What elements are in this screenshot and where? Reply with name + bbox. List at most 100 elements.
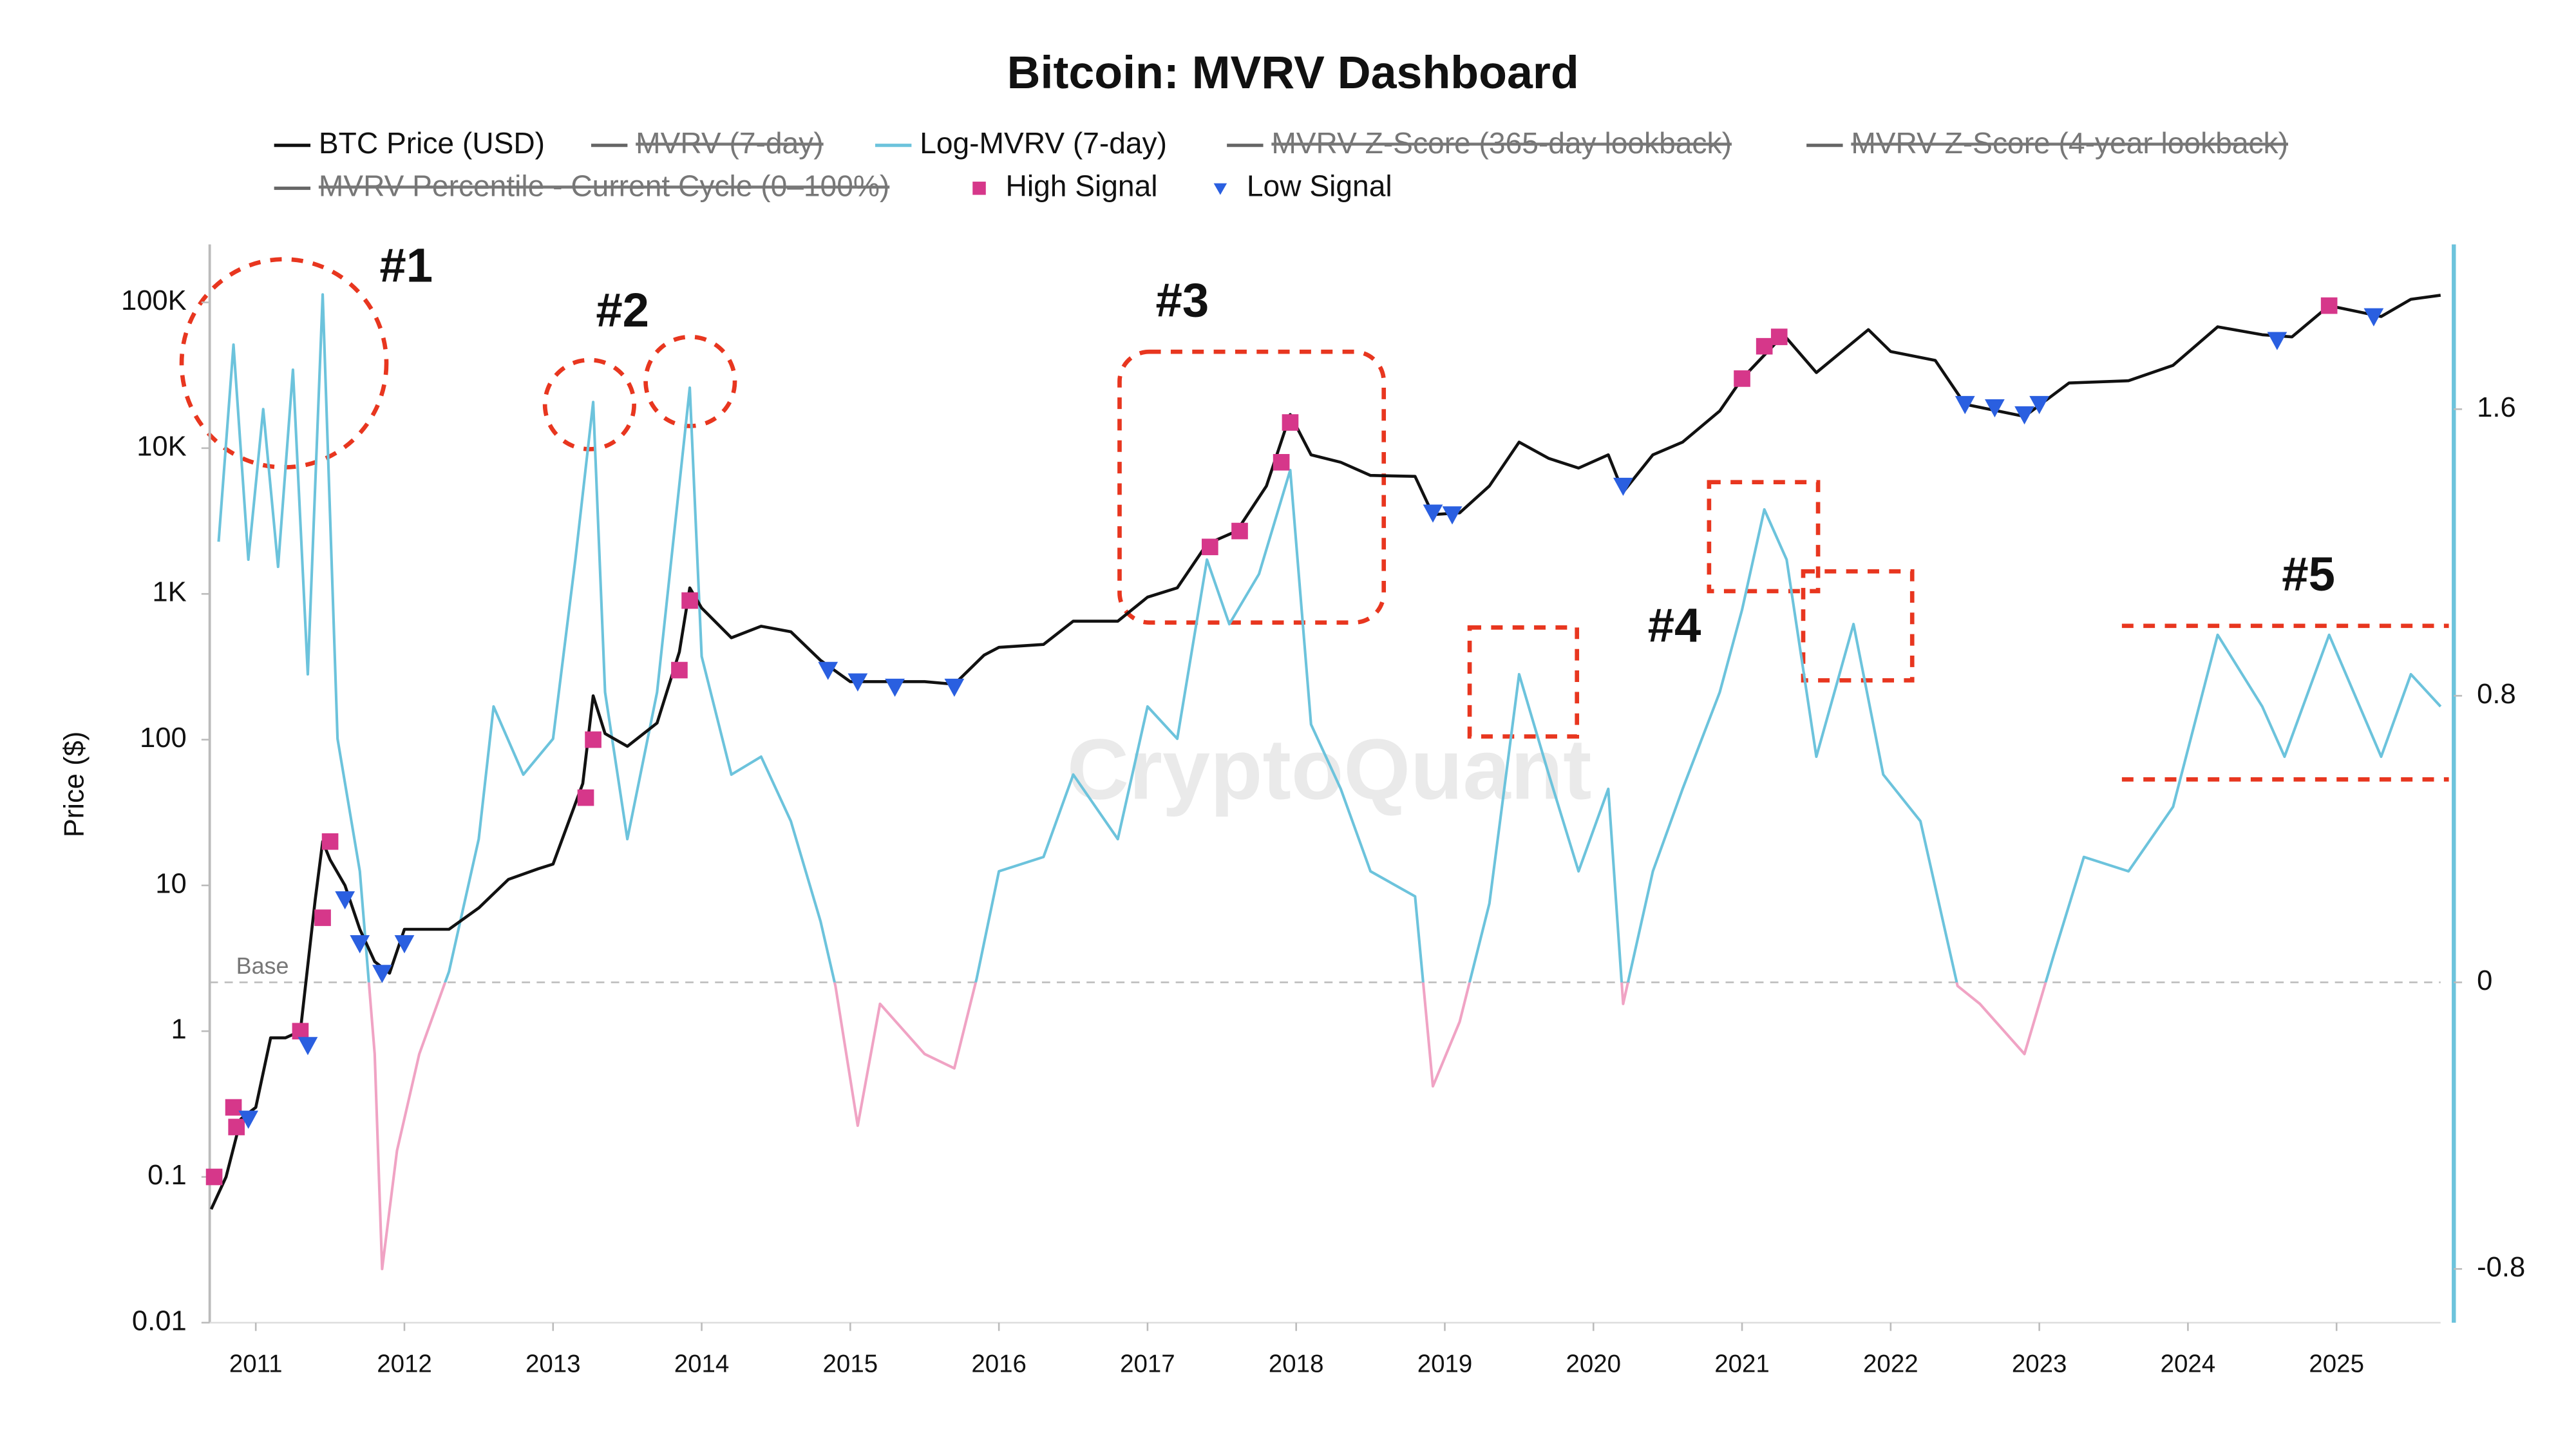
high-signal bbox=[585, 731, 601, 748]
high-signal bbox=[228, 1119, 245, 1135]
chart-title: Bitcoin: MVRV Dashboard bbox=[1007, 47, 1579, 99]
x-tick-label: 2023 bbox=[2012, 1350, 2067, 1378]
high-signal bbox=[205, 1168, 223, 1186]
legend-item: Low Signal bbox=[1213, 169, 1392, 202]
x-tick-label: 2019 bbox=[1417, 1350, 1473, 1378]
x-tick-label: 2015 bbox=[823, 1350, 878, 1378]
legend-swatch bbox=[1213, 183, 1227, 195]
low-signal bbox=[885, 678, 905, 697]
base-label: Base bbox=[236, 953, 289, 979]
high-signal bbox=[671, 661, 688, 679]
low-signal bbox=[298, 1037, 318, 1056]
x-tick-label: 2022 bbox=[1863, 1350, 1918, 1378]
x-tick-label: 2013 bbox=[526, 1350, 581, 1378]
legend-label: MVRV Z-Score (4-year lookback) bbox=[1851, 126, 2288, 160]
x-tick-label: 2025 bbox=[2309, 1350, 2364, 1378]
low-signal bbox=[335, 891, 355, 910]
low-signal bbox=[238, 1110, 259, 1129]
annotation: #5 bbox=[2282, 547, 2335, 601]
y2-tick-label: 0 bbox=[2477, 965, 2492, 996]
low-signal bbox=[394, 935, 415, 954]
legend-item: MVRV (7-day) bbox=[591, 126, 824, 160]
high-signal bbox=[577, 789, 594, 806]
legend-item: MVRV Z-Score (4-year lookback) bbox=[1806, 126, 2288, 160]
low-signal bbox=[848, 673, 868, 692]
x-tick-label: 2016 bbox=[971, 1350, 1027, 1378]
high-signal bbox=[1202, 538, 1218, 556]
annotation-shapes bbox=[179, 257, 2449, 782]
y-tick-label: 0.1 bbox=[147, 1160, 187, 1191]
y-axis-label: Price ($) bbox=[59, 732, 90, 838]
high-signal bbox=[1282, 414, 1299, 431]
x-tick-label: 2014 bbox=[674, 1350, 730, 1378]
low-signal bbox=[1442, 506, 1463, 525]
y-tick-label: 1 bbox=[171, 1014, 186, 1045]
high-signal bbox=[314, 909, 331, 926]
low-signal bbox=[2363, 308, 2384, 327]
highlight-ellipse bbox=[179, 257, 389, 469]
price-line bbox=[209, 294, 2441, 1210]
y2-tick-label: -0.8 bbox=[2477, 1252, 2525, 1283]
y-tick-label: 10K bbox=[137, 431, 187, 462]
low-signal bbox=[2029, 395, 2050, 415]
low-signal bbox=[350, 935, 370, 954]
annotation: #3 bbox=[1156, 273, 1209, 327]
legend-swatch bbox=[972, 182, 986, 195]
x-tick-label: 2018 bbox=[1269, 1350, 1324, 1378]
legend-label: Low Signal bbox=[1247, 169, 1392, 202]
x-tick-label: 2024 bbox=[2161, 1350, 2216, 1378]
low-signal bbox=[2267, 332, 2287, 350]
low-signal bbox=[1985, 399, 2005, 418]
annotation: #1 bbox=[379, 239, 433, 292]
highlight-box bbox=[1707, 480, 1821, 594]
x-tick-label: 2012 bbox=[377, 1350, 432, 1378]
legend-label: High Signal bbox=[1006, 169, 1158, 202]
legend-label: MVRV Z-Score (365-day lookback) bbox=[1271, 126, 1732, 160]
mvrv-line bbox=[217, 293, 2442, 1271]
high-signal bbox=[292, 1023, 309, 1040]
high-signal bbox=[225, 1099, 242, 1116]
low-signal bbox=[944, 678, 965, 697]
legend-label: MVRV (7-day) bbox=[636, 126, 823, 160]
y2-tick-label: 1.6 bbox=[2477, 392, 2516, 423]
low-signal bbox=[1955, 395, 1975, 415]
high-signal bbox=[1273, 453, 1290, 471]
high-signal bbox=[681, 592, 698, 609]
y-tick-label: 100K bbox=[121, 285, 187, 316]
legend-label: BTC Price (USD) bbox=[319, 126, 545, 160]
annotation: #4 bbox=[1648, 599, 1701, 652]
legend-item: MVRV Percentile - Current Cycle (0–100%) bbox=[274, 169, 889, 202]
annotation: #2 bbox=[596, 283, 649, 337]
legend-item: BTC Price (USD) bbox=[274, 126, 545, 160]
highlight-box bbox=[1117, 349, 1387, 625]
highlight-box bbox=[1801, 569, 1915, 683]
high-signal bbox=[1231, 522, 1248, 540]
legend-label: MVRV Percentile - Current Cycle (0–100%) bbox=[319, 169, 889, 202]
low-signal bbox=[818, 661, 838, 680]
low-signal bbox=[372, 965, 392, 983]
x-tick-label: 2020 bbox=[1566, 1350, 1621, 1378]
low-signal bbox=[1613, 477, 1633, 497]
low-signal bbox=[1423, 504, 1443, 523]
y-tick-label: 100 bbox=[140, 723, 187, 753]
x-tick-label: 2021 bbox=[1714, 1350, 1770, 1378]
highlight-circle bbox=[542, 357, 636, 451]
legend-item: High Signal bbox=[972, 169, 1158, 202]
y2-tick-label: 0.8 bbox=[2477, 679, 2516, 710]
x-tick-label: 2017 bbox=[1120, 1350, 1175, 1378]
y-tick-label: 0.01 bbox=[132, 1305, 187, 1336]
x-tick-label: 2011 bbox=[229, 1350, 283, 1378]
legend-item: MVRV Z-Score (365-day lookback) bbox=[1227, 126, 1732, 160]
legend-item: Log-MVRV (7-day) bbox=[875, 126, 1167, 160]
high-signal bbox=[1734, 370, 1750, 387]
high-signal bbox=[1770, 328, 1788, 345]
high-signal bbox=[1756, 337, 1773, 355]
high-signal bbox=[2320, 297, 2338, 314]
low-signal bbox=[2014, 406, 2034, 425]
highlight-box bbox=[1467, 625, 1580, 739]
high-signal bbox=[321, 833, 339, 850]
y-tick-label: 10 bbox=[155, 868, 186, 899]
y-tick-label: 1K bbox=[152, 577, 186, 608]
legend-label: Log-MVRV (7-day) bbox=[920, 126, 1167, 160]
